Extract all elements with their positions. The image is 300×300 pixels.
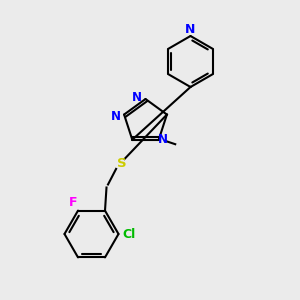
Text: S: S <box>117 157 126 170</box>
Text: N: N <box>185 23 196 36</box>
Text: N: N <box>111 110 121 122</box>
Text: N: N <box>158 133 168 146</box>
Text: N: N <box>132 91 142 104</box>
Text: F: F <box>69 196 77 209</box>
Text: Cl: Cl <box>123 227 136 241</box>
